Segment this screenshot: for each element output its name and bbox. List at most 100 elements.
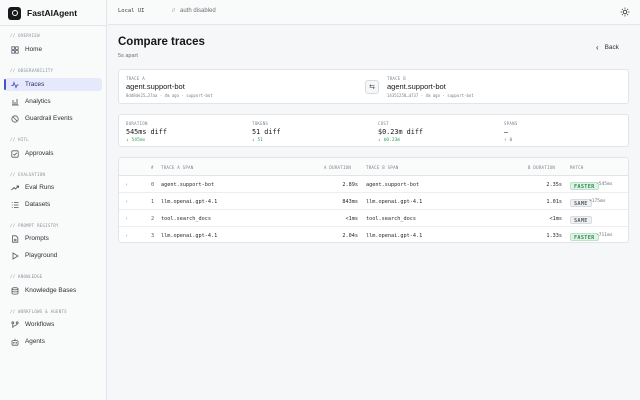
expand-chevron-icon[interactable]: › — [125, 181, 129, 188]
breadcrumb-separator: // — [172, 8, 176, 14]
sidebar-item-analytics[interactable]: Analytics — [4, 95, 102, 108]
trace-b-label: TRACE B — [387, 76, 406, 81]
check-square-icon — [11, 149, 19, 158]
sidebar-item-label: Traces — [25, 81, 45, 88]
match-badge: SAME — [570, 215, 592, 224]
trace-b-name[interactable]: agent.support-bot — [387, 82, 446, 91]
section-evaluation: // EVALUATION — [10, 172, 46, 177]
table-header: # TRACE A SPAN A DURATION TRACE B SPAN B… — [119, 158, 628, 176]
sidebar-item-guardrail-events[interactable]: Guardrail Events — [4, 112, 102, 125]
trace-b-span: tool.search_docs — [366, 215, 416, 222]
table-row[interactable]: › 3 llm.openai.gpt-4.1 2.04s llm.openai.… — [119, 227, 628, 242]
sidebar-item-approvals[interactable]: Approvals — [4, 147, 102, 160]
section-prompt-registry: // PROMPT REGISTRY — [10, 223, 59, 228]
back-button[interactable]: ‹ Back — [596, 43, 619, 52]
trace-b-meta: 14351258…d737 · 4m ago · support-bot — [387, 93, 474, 98]
sidebar-item-label: Knowledge Bases — [25, 287, 77, 294]
file-icon — [11, 234, 19, 243]
section-overview: // OVERVIEW — [10, 33, 40, 38]
expand-chevron-icon[interactable]: › — [125, 215, 129, 222]
sidebar-item-traces[interactable]: Traces — [4, 78, 102, 91]
trace-b-span: llm.openai.gpt-4.1 — [366, 198, 423, 205]
sidebar-item-workflows[interactable]: Workflows — [4, 318, 102, 331]
bot-icon — [11, 338, 19, 346]
col-a-duration: A DURATION — [324, 165, 352, 170]
sidebar-item-agents[interactable]: Agents — [4, 335, 102, 348]
section-knowledge: // KNOWLEDGE — [10, 274, 43, 279]
match-delta: -545ms — [596, 182, 613, 187]
match-badge: FASTER — [570, 181, 599, 190]
match-badge: FASTER — [570, 232, 599, 241]
match-delta: -711ms — [596, 233, 613, 238]
shield-icon — [11, 114, 19, 123]
stat-duration-label: DURATION — [126, 121, 148, 126]
trace-a-span: agent.support-bot — [161, 181, 215, 188]
section-observability: // OBSERVABILITY — [10, 68, 54, 73]
brand[interactable]: FastAIAgent — [8, 6, 77, 20]
row-index: 1 — [151, 198, 155, 205]
table-row[interactable]: › 2 tool.search_docs <1ms tool.search_do… — [119, 210, 628, 227]
environment-label: Local UI — [118, 8, 145, 14]
table-row[interactable]: › 0 agent.support-bot 2.89s agent.suppor… — [119, 176, 628, 193]
expand-chevron-icon[interactable]: › — [125, 232, 129, 239]
section-hitl: // HITL — [10, 137, 29, 142]
b-duration: 1.33s — [546, 232, 562, 239]
a-duration: 2.04s — [342, 232, 358, 239]
app-name: FastAIAgent — [27, 8, 78, 18]
row-index: 3 — [151, 232, 155, 239]
grid-icon — [11, 45, 19, 54]
sidebar-item-datasets[interactable]: Datasets — [4, 198, 102, 211]
table-row[interactable]: › 1 llm.openai.gpt-4.1 843ms llm.openai.… — [119, 193, 628, 210]
theme-toggle-sun-icon[interactable] — [620, 7, 630, 17]
col-trace-b-span: TRACE B SPAN — [366, 165, 399, 170]
sidebar-item-label: Approvals — [25, 150, 54, 157]
match-badge: SAME — [570, 198, 592, 207]
row-index: 2 — [151, 215, 155, 222]
page-subtitle: 5s apart — [118, 53, 138, 59]
section-workflows-agents: // WORKFLOWS & AGENTS — [10, 309, 67, 314]
back-label: Back — [604, 44, 619, 51]
sidebar-item-prompts[interactable]: Prompts — [4, 232, 102, 245]
trace-b-span: llm.openai.gpt-4.1 — [366, 232, 423, 239]
database-icon — [11, 286, 19, 295]
trace-a-meta: 8dd8de25…37aa · 4m ago · support-bot — [126, 93, 213, 98]
stat-spans-delta: ↑ 0 — [504, 138, 513, 143]
sidebar-item-label: Workflows — [25, 321, 55, 328]
page-title: Compare traces — [118, 36, 205, 48]
trace-a-name[interactable]: agent.support-bot — [126, 82, 185, 91]
row-index: 0 — [151, 181, 155, 188]
stat-cost-delta: ↓ $0.23m — [378, 138, 401, 143]
col-match: MATCH — [570, 165, 584, 170]
sidebar-item-label: Guardrail Events — [25, 115, 73, 122]
auth-status: auth disabled — [180, 8, 216, 14]
expand-chevron-icon[interactable]: › — [125, 198, 129, 205]
a-duration: 843ms — [342, 198, 358, 205]
sidebar-item-eval-runs[interactable]: Eval Runs — [4, 181, 102, 194]
sidebar-item-knowledge-bases[interactable]: Knowledge Bases — [4, 284, 102, 297]
stat-spans-value: — — [504, 128, 509, 136]
sidebar-item-label: Prompts — [25, 235, 49, 242]
sidebar-divider — [0, 25, 107, 26]
sidebar-item-playground[interactable]: Playground — [4, 249, 102, 262]
bar-chart-icon — [11, 98, 19, 106]
diff-stats-card: DURATION 545ms diff ↓ 545ms TOKENS 51 di… — [118, 114, 629, 147]
trend-icon — [11, 184, 19, 192]
b-duration: 1.01s — [546, 198, 562, 205]
workflow-icon — [11, 320, 19, 329]
trace-a-label: TRACE A — [126, 76, 145, 81]
chevron-left-icon: ‹ — [596, 43, 599, 52]
stat-tokens-value: 51 diff — [252, 128, 281, 136]
b-duration: 2.35s — [546, 181, 562, 188]
logo-icon — [8, 6, 21, 20]
col-trace-a-span: TRACE A SPAN — [161, 165, 194, 170]
swap-traces-button[interactable]: ⇆ — [365, 80, 379, 94]
trace-a-span: llm.openai.gpt-4.1 — [161, 232, 218, 239]
stat-cost-label: COST — [378, 121, 389, 126]
b-duration: <1ms — [549, 215, 563, 222]
col-b-duration: B DURATION — [528, 165, 556, 170]
stat-spans-label: SPANS — [504, 121, 518, 126]
col-index: # — [151, 165, 154, 170]
sidebar-item-label: Home — [25, 46, 43, 53]
sidebar-item-home[interactable]: Home — [4, 43, 102, 56]
a-duration: 2.89s — [342, 181, 358, 188]
